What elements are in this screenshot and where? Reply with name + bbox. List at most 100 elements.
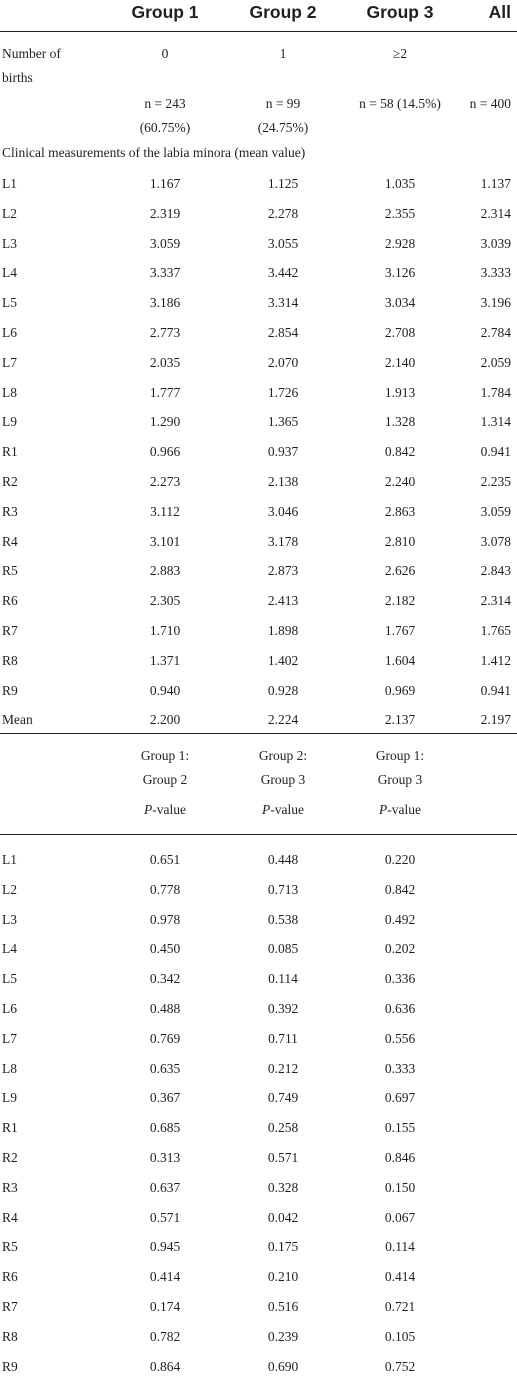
pvalue-row: R8 0.782 0.239 0.105 bbox=[0, 1329, 517, 1351]
pvalue-group1-vs-group2: 0.488 bbox=[149, 1001, 181, 1016]
means-group-3: 2.355 bbox=[384, 205, 416, 221]
pvalue-group1-vs-group2: 0.571 bbox=[149, 1209, 181, 1225]
means-all: 0.941 bbox=[480, 444, 511, 460]
pvalue-group1-vs-group2: 0.978 bbox=[149, 911, 181, 927]
births-group-2: 1 bbox=[279, 46, 287, 61]
comparison-2-line2: Group 3 bbox=[260, 772, 306, 787]
means-row: Mean 2.200 2.224 2.137 2.197 bbox=[0, 712, 517, 734]
pvalue-group1-vs-group2: 0.778 bbox=[149, 881, 181, 897]
means-group-1: 1.167 bbox=[149, 176, 181, 191]
pvalue-row-label: R3 bbox=[2, 1179, 18, 1195]
pvalue-group1-vs-group3: 0.842 bbox=[384, 881, 416, 897]
means-group-2: 0.937 bbox=[267, 444, 299, 460]
pvalue-group1-vs-group2: 0.945 bbox=[149, 1239, 181, 1255]
count-group-1-pct: (60.75%) bbox=[139, 120, 191, 135]
means-row-label: R7 bbox=[2, 623, 18, 638]
pvalue-group1-vs-group3: 0.697 bbox=[384, 1090, 416, 1106]
means-group-3: 1.604 bbox=[384, 652, 416, 668]
means-group-1: 3.101 bbox=[149, 533, 181, 549]
pvalue-row-label: R5 bbox=[2, 1239, 18, 1255]
header-group-2: Group 2 bbox=[249, 2, 317, 22]
pvalue-group1-vs-group2: 0.313 bbox=[149, 1150, 181, 1165]
means-row: L7 2.035 2.070 2.140 2.059 bbox=[0, 355, 517, 377]
comparison-rule bbox=[0, 834, 517, 835]
means-row: R2 2.273 2.138 2.240 2.235 bbox=[0, 474, 517, 496]
pvalue-group2-vs-group3: 0.239 bbox=[267, 1328, 299, 1344]
pvalue-row: L6 0.488 0.392 0.636 bbox=[0, 1001, 517, 1023]
pvalue-row-label: L6 bbox=[2, 1001, 17, 1016]
means-row-label: R9 bbox=[2, 682, 18, 698]
means-row: R7 1.710 1.898 1.767 1.765 bbox=[0, 623, 517, 645]
means-group-1: 2.200 bbox=[149, 712, 181, 728]
pvalue-group2-vs-group3: 0.571 bbox=[267, 1150, 299, 1165]
means-row: R3 3.112 3.046 2.863 3.059 bbox=[0, 504, 517, 526]
pvalue-group1-vs-group3: 0.067 bbox=[384, 1209, 416, 1225]
means-group-3: 0.969 bbox=[384, 682, 416, 698]
pvalue-group2-vs-group3: 0.749 bbox=[267, 1090, 299, 1106]
comparison-2-pvalue-label: P-value bbox=[228, 798, 338, 822]
means-group-1: 2.773 bbox=[149, 325, 181, 340]
means-group-3: 2.928 bbox=[384, 235, 416, 251]
pvalue-group1-vs-group3: 0.114 bbox=[385, 1239, 415, 1255]
means-group-3: 1.913 bbox=[384, 384, 416, 400]
pvalue-row-label: L9 bbox=[2, 1090, 17, 1106]
means-group-3: 2.863 bbox=[384, 503, 416, 519]
pvalue-group2-vs-group3: 0.516 bbox=[267, 1299, 299, 1314]
means-group-2: 1.125 bbox=[267, 176, 299, 191]
means-group-3: 2.708 bbox=[384, 325, 416, 340]
pvalue-row-label: R6 bbox=[2, 1269, 18, 1285]
pvalue-group2-vs-group3: 0.328 bbox=[267, 1179, 299, 1195]
header-rule bbox=[0, 31, 517, 32]
means-group-2: 2.278 bbox=[267, 205, 299, 221]
counts-row: n = 243 (60.75%) n = 99 (24.75%) n = 58 … bbox=[0, 92, 517, 140]
comparison-1-pvalue-label: P-value bbox=[110, 798, 220, 822]
p-italic: P bbox=[379, 802, 388, 817]
means-group-2: 0.928 bbox=[267, 682, 299, 698]
pvalue-row: L9 0.367 0.749 0.697 bbox=[0, 1090, 517, 1112]
count-group-3: n = 58 (14.5%) bbox=[359, 96, 441, 111]
means-row: L5 3.186 3.314 3.034 3.196 bbox=[0, 295, 517, 317]
births-group-1: 0 bbox=[161, 46, 169, 61]
p-italic: P bbox=[144, 802, 153, 817]
means-group-1: 3.186 bbox=[149, 295, 181, 311]
means-group-2: 3.442 bbox=[267, 265, 299, 281]
means-row-label: R6 bbox=[2, 593, 18, 609]
means-all: 1.784 bbox=[480, 384, 511, 400]
means-group-2: 2.873 bbox=[267, 563, 299, 579]
means-row: L4 3.337 3.442 3.126 3.333 bbox=[0, 265, 517, 287]
means-row: L3 3.059 3.055 2.928 3.039 bbox=[0, 236, 517, 258]
middle-rule bbox=[0, 733, 517, 734]
means-group-1: 0.966 bbox=[149, 444, 181, 460]
means-all: 3.078 bbox=[480, 533, 511, 549]
means-group-1: 1.777 bbox=[149, 384, 181, 400]
means-all: 2.784 bbox=[480, 325, 511, 340]
p-suffix: -value bbox=[387, 802, 421, 817]
means-all: 3.059 bbox=[480, 503, 511, 519]
table-header-row: Group 1 Group 2 Group 3 All bbox=[0, 2, 517, 28]
pvalue-row: R5 0.945 0.175 0.114 bbox=[0, 1239, 517, 1261]
means-group-2: 3.314 bbox=[267, 295, 299, 311]
means-all: 2.235 bbox=[480, 474, 511, 489]
pvalue-group1-vs-group2: 0.414 bbox=[149, 1269, 181, 1285]
comparison-2-header: Group 2: Group 3 P-value bbox=[228, 744, 338, 822]
header-all: All bbox=[488, 2, 511, 22]
pvalue-group1-vs-group2: 0.635 bbox=[149, 1060, 181, 1076]
count-group-2-pct: (24.75%) bbox=[257, 120, 309, 135]
means-group-2: 1.402 bbox=[267, 652, 299, 668]
means-group-2: 2.138 bbox=[267, 474, 299, 489]
means-group-2: 3.046 bbox=[267, 503, 299, 519]
pvalue-row-label: L8 bbox=[2, 1060, 17, 1076]
pvalue-group1-vs-group2: 0.685 bbox=[149, 1120, 181, 1136]
means-group-2: 2.070 bbox=[267, 354, 299, 370]
means-group-2: 2.854 bbox=[267, 325, 299, 340]
pvalue-group2-vs-group3: 0.042 bbox=[267, 1209, 299, 1225]
means-row: R4 3.101 3.178 2.810 3.078 bbox=[0, 534, 517, 556]
means-row-label: R8 bbox=[2, 652, 18, 668]
pvalue-row: L5 0.342 0.114 0.336 bbox=[0, 971, 517, 993]
means-all: 1.765 bbox=[480, 623, 511, 638]
pvalue-row: L2 0.778 0.713 0.842 bbox=[0, 882, 517, 904]
means-group-1: 3.112 bbox=[150, 503, 180, 519]
means-group-3: 2.810 bbox=[384, 533, 416, 549]
section-title-row: Clinical measurements of the labia minor… bbox=[0, 145, 517, 167]
